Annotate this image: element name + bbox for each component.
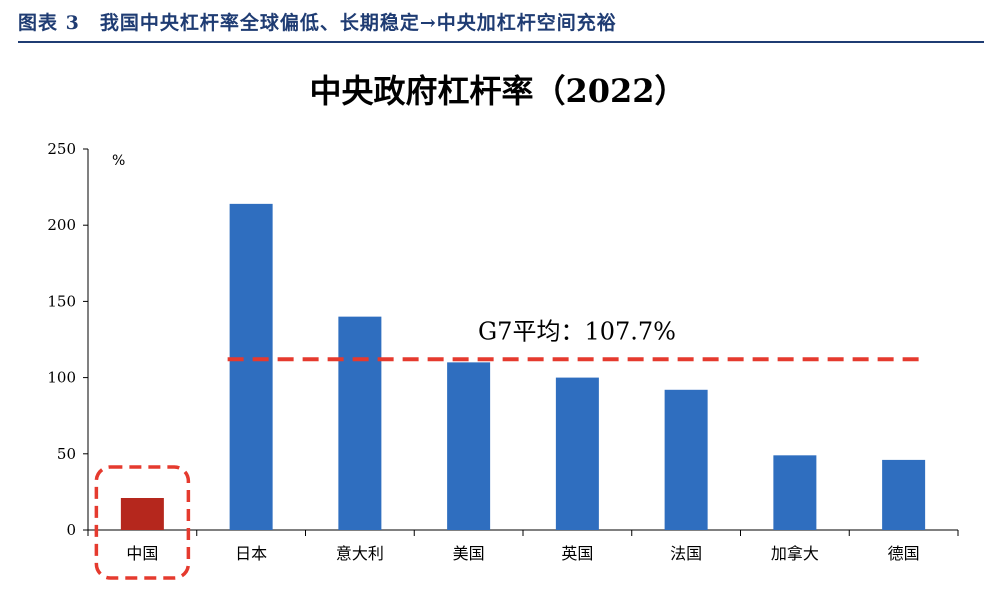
y-axis-unit-label: % (112, 153, 125, 169)
x-tick-label: 美国 (453, 544, 485, 563)
x-tick-label: 意大利 (336, 544, 384, 563)
bar (773, 455, 817, 530)
figure-caption: 图表 3 我国中央杠杆率全球偏低、长期稳定→中央加杠杆空间充裕 (18, 12, 617, 34)
y-tick-label: 0 (66, 521, 76, 539)
reference-line-group: G7平均：107.7% (227, 317, 924, 362)
x-tick-label: 日本 (235, 544, 267, 563)
y-tick-label: 200 (47, 216, 76, 234)
y-tick-label: 100 (47, 369, 76, 387)
y-tick-label: 150 (47, 292, 76, 310)
bar (447, 362, 491, 530)
x-tick-label: 加拿大 (771, 544, 819, 563)
axes: 0 50 100 150 200 250 中国 日本 意大利 美国 英国 法国 加拿大 德国 (47, 140, 959, 563)
y-tick-label: 250 (47, 140, 76, 158)
bar (120, 497, 164, 530)
x-tick-label: 中国 (126, 544, 158, 563)
bar (338, 316, 382, 530)
x-tick-label: 德国 (888, 544, 920, 563)
reference-line-label: G7平均：107.7% (478, 317, 676, 345)
x-tick-label: 英国 (561, 544, 593, 563)
chart-title: 中央政府杠杆率（2022） (309, 72, 686, 110)
x-tick-label: 法国 (670, 544, 702, 563)
bar (882, 459, 926, 530)
bar (229, 203, 273, 530)
figure-header: 图表 3 我国中央杠杆率全球偏低、长期稳定→中央加杠杆空间充裕 (18, 6, 984, 44)
y-tick-label: 50 (57, 445, 76, 463)
bar (555, 377, 599, 530)
bars (120, 203, 926, 530)
caption-divider (18, 41, 984, 43)
bar (664, 389, 708, 530)
